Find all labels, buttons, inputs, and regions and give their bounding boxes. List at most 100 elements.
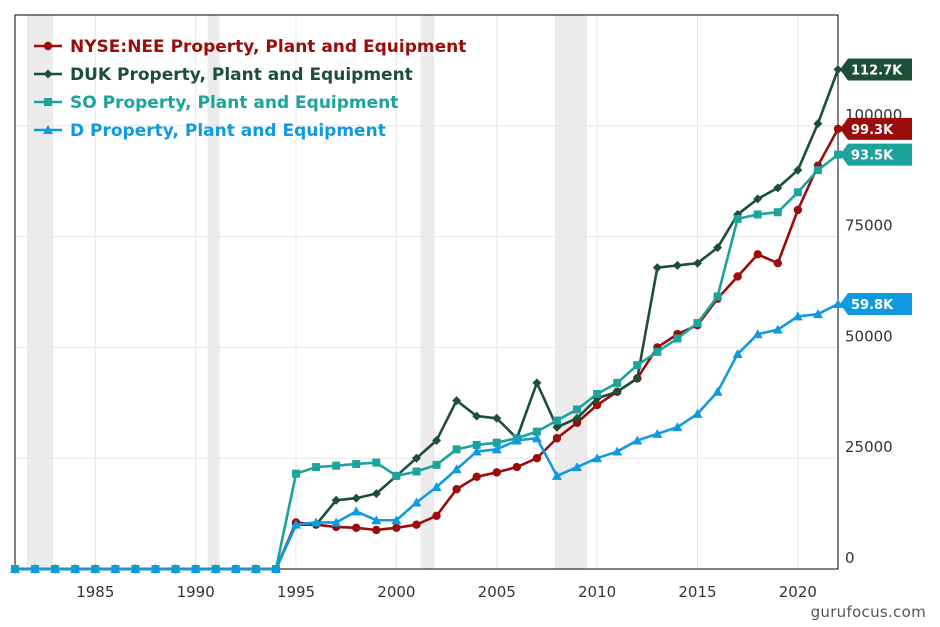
data-point [812,309,823,319]
data-point [793,205,803,215]
data-point [130,564,141,573]
value-tag-shape [840,292,912,315]
data-point [793,165,803,175]
data-point [833,124,843,134]
data-point [753,210,762,219]
data-point [772,324,783,334]
data-point [492,413,502,423]
data-point [230,564,241,573]
data-point [733,214,742,223]
y-tick-label: 50000 [845,327,893,345]
data-point [371,489,381,499]
x-tick-label: 2015 [678,583,716,601]
data-point [391,515,402,525]
data-point [472,411,482,421]
legend-swatch-marker [44,98,52,106]
data-point [412,467,421,476]
data-point [592,400,602,410]
data-point [773,183,783,193]
data-point [733,272,742,281]
recession-bands [27,15,588,569]
data-point [432,460,441,469]
data-point [673,334,682,343]
data-point [612,446,623,456]
data-point [593,389,602,398]
data-point [792,311,803,321]
data-point [713,292,722,301]
data-point [632,373,642,383]
data-point [432,435,442,445]
data-point [70,564,81,573]
data-point [753,250,762,259]
legend-item-1: DUK Property, Plant and Equipment [34,65,413,85]
data-point [834,150,842,159]
data-point [692,408,703,418]
legend-item-0: NYSE:NEE Property, Plant and Equipment [34,37,466,57]
y-tick-label: 0 [845,549,855,567]
watermark: gurufocus.com [810,603,926,621]
data-point [491,444,502,454]
data-point [411,497,422,507]
x-tick-label: 2010 [578,583,616,601]
data-point [813,119,823,129]
data-point [693,319,702,328]
data-point [472,440,481,449]
data-point [312,463,321,472]
data-point [392,471,401,480]
recession-band-0 [27,15,54,569]
data-point [532,378,542,388]
data-point [511,435,522,445]
data-point [451,464,462,474]
x-tick-label: 2000 [377,583,415,601]
legend-swatch-marker [43,69,53,79]
data-point [431,482,442,492]
data-point [352,459,361,468]
data-point [732,349,743,359]
x-axis-ticks: 1985 1990 1995 2000 2005 2010 2015 2020 [76,583,817,601]
data-point [572,462,583,472]
data-point [552,416,561,425]
data-point [632,435,643,445]
series-lines [10,65,843,574]
data-point [773,258,782,268]
data-point [311,517,322,527]
x-tick-label: 2005 [478,583,516,601]
data-point [652,263,662,273]
legend-label: SO Property, Plant and Equipment [70,93,398,113]
value-tag-1: 112.7K [840,58,912,81]
data-point [372,525,381,535]
x-tick-label: 2020 [779,583,817,601]
data-point [712,386,723,396]
data-point [90,564,101,573]
legend: NYSE:NEE Property, Plant and Equipment DU… [34,37,466,141]
value-tag-shape [840,117,912,140]
y-tick-label: 25000 [845,438,893,456]
value-tag-label: 59.8K [851,298,894,313]
data-point [471,446,482,456]
series-3 [10,298,843,573]
data-point [210,564,221,573]
data-point [30,564,41,573]
data-point [753,194,763,204]
data-point [512,462,522,472]
legend-label: DUK Property, Plant and Equipment [70,65,413,85]
data-point [150,564,161,573]
legend-item-2: SO Property, Plant and Equipment [34,93,398,113]
data-point [692,258,702,268]
value-tag-label: 93.5K [851,149,894,164]
data-point [110,564,121,573]
last-value-tags: 99.3K 112.7K 93.5K 59.8K [840,58,912,315]
x-tick-label: 1990 [177,583,215,601]
data-point [472,472,481,482]
data-point [653,347,662,356]
recession-band-2 [420,15,435,569]
data-point [573,405,582,414]
data-point [351,506,362,516]
data-point [270,564,281,573]
data-point [551,470,562,480]
data-point [572,413,582,423]
data-point [392,523,401,532]
x-tick-label: 1985 [76,583,114,601]
data-point [50,564,61,573]
